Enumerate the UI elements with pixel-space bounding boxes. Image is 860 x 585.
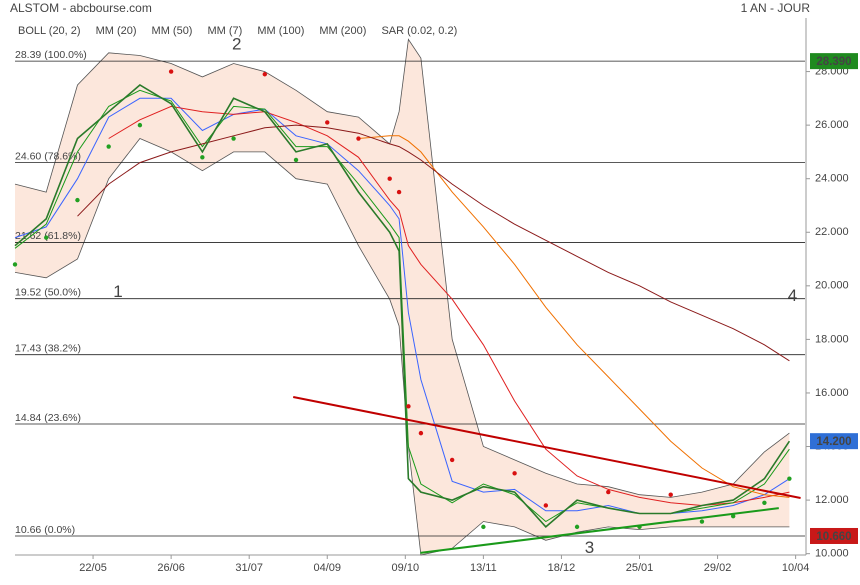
trend-line [293, 396, 801, 499]
legend-entry: MM (7) [207, 25, 242, 37]
fib-label: 14.84 (23.6%) [15, 412, 81, 424]
sar-dot [512, 471, 517, 476]
sar-dot [200, 155, 205, 160]
legend-entry: MM (200) [319, 25, 366, 37]
moving-average [108, 105, 790, 507]
sar-dot [406, 404, 411, 409]
sar-dot [481, 524, 486, 530]
x-tick-label: 09/10 [392, 562, 420, 574]
sar-dot [168, 69, 174, 74]
sar-dot [325, 120, 330, 125]
annotation: 4 [788, 286, 797, 305]
moving-average [358, 135, 790, 498]
x-tick-label: 04/09 [313, 562, 341, 574]
fib-label: 21.62 (61.8%) [15, 230, 81, 242]
price-tag-label: 28.390 [816, 56, 851, 68]
sar-dot [44, 235, 49, 240]
x-tick-label: 31/07 [235, 562, 263, 574]
fib-label: 28.39 (100.0%) [15, 49, 87, 61]
price-tag-label: 10.660 [816, 531, 851, 543]
y-tick-label: 24.000 [815, 173, 849, 185]
x-tick-label: 25/01 [626, 562, 654, 574]
x-tick-label: 13/11 [470, 562, 497, 574]
sar-dot [356, 136, 361, 141]
trend-line [420, 507, 779, 554]
price-tag [810, 527, 858, 544]
annotation: 3 [585, 538, 594, 557]
legend-entry: SAR (0.02, 0.2) [381, 25, 457, 37]
sar-dot [75, 197, 80, 203]
x-tick-label: 18/12 [548, 562, 576, 574]
sar-dot [699, 519, 705, 524]
x-tick-label: 29/02 [704, 562, 732, 574]
x-tick-label: 26/06 [157, 562, 185, 574]
sar-dot [396, 189, 402, 195]
y-tick-label: 16.000 [815, 387, 849, 399]
sar-dot [262, 72, 268, 77]
sar-dot [12, 262, 18, 267]
period: 1 AN - JOUR [741, 1, 811, 15]
chart-title: ALSTOM - abcbourse.com [10, 1, 152, 15]
y-tick-label: 12.000 [815, 494, 849, 506]
y-tick-label: 18.000 [815, 333, 849, 345]
band-lower [14, 138, 790, 556]
legend-entry: MM (100) [257, 25, 304, 37]
y-tick-label: 20.000 [815, 280, 849, 292]
sar-dot [418, 430, 424, 436]
sar-dot [606, 489, 611, 495]
x-tick-label: 22/05 [79, 562, 107, 574]
sar-dot [231, 136, 236, 141]
sar-dot [787, 476, 792, 481]
sar-dot [574, 524, 580, 530]
legend-entry: MM (50) [152, 25, 193, 37]
sar-dot [293, 157, 299, 163]
sar-dot [730, 513, 736, 519]
y-tick-label: 26.000 [815, 119, 849, 131]
sar-dot [668, 492, 673, 497]
fib-label: 24.60 (78.6%) [15, 150, 81, 162]
band-upper [14, 38, 790, 498]
sar-dot [387, 176, 392, 181]
y-tick-label: 22.000 [815, 226, 849, 238]
sar-dot [137, 122, 143, 128]
fib-label: 10.66 (0.0%) [15, 524, 75, 536]
fib-label: 17.43 (38.2%) [15, 342, 81, 354]
fib-label: 19.52 (50.0%) [15, 286, 81, 298]
price-tag [810, 53, 858, 70]
sar-dot [762, 500, 767, 505]
y-tick-label: 10.000 [815, 548, 849, 560]
legend-entry: MM (20) [96, 25, 137, 37]
sar-dot [106, 144, 111, 149]
sar-dot [449, 457, 455, 463]
x-tick-label: 10/04 [782, 562, 810, 574]
price-tag-label: 14.200 [816, 436, 851, 448]
annotation: 1 [113, 282, 122, 301]
price-tag [810, 433, 858, 450]
legend-entry: BOLL (20, 2) [18, 25, 81, 37]
annotation: 2 [232, 34, 241, 53]
sar-dot [543, 503, 549, 508]
price-line [14, 84, 791, 529]
